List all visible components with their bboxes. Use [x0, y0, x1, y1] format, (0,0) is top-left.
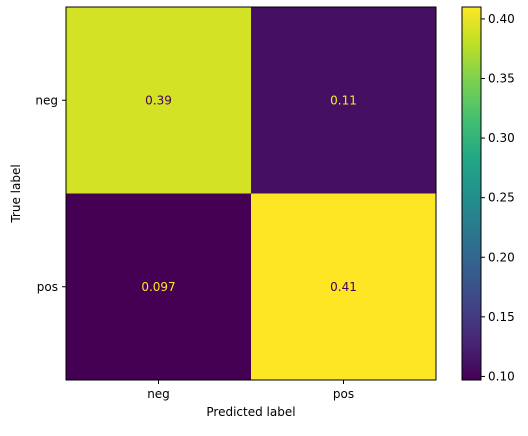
colorbar-tick-label: 0.10 — [488, 369, 515, 383]
colorbar-frame — [461, 6, 482, 381]
heatmap-cells: 0.39 0.11 0.097 0.41 — [66, 7, 436, 380]
cell-value-label: 0.39 — [145, 93, 172, 107]
colorbar-tick-label: 0.35 — [488, 72, 515, 86]
cell-value-label: 0.11 — [330, 93, 357, 107]
x-axis-label: Predicted label — [206, 405, 295, 419]
heatmap-cell-neg-neg — [66, 7, 251, 194]
colorbar-tick-label: 0.20 — [488, 250, 515, 264]
colorbar-tick-label: 0.30 — [488, 131, 515, 145]
heatmap-cell-pos-neg — [66, 193, 251, 380]
colorbar-tick-label: 0.40 — [488, 12, 515, 26]
y-tick-label: neg — [35, 93, 58, 107]
heatmap-cell-neg-pos — [251, 7, 436, 194]
plot-frame — [65, 6, 437, 381]
colorbar-tick-label: 0.15 — [488, 310, 515, 324]
x-axis: neg pos — [147, 380, 354, 401]
y-tick-label: pos — [37, 280, 58, 294]
x-tick-label: pos — [333, 387, 354, 401]
x-tick-label: neg — [147, 387, 170, 401]
y-axis-label: True label — [9, 164, 23, 223]
cell-value-label: 0.097 — [141, 280, 175, 294]
colorbar: 0.10 0.15 0.20 0.25 0.30 0.35 0.40 — [461, 6, 515, 383]
heatmap-cell-pos-pos — [251, 193, 436, 380]
colorbar-tick-label: 0.25 — [488, 191, 515, 205]
cell-value-label: 0.41 — [330, 280, 357, 294]
colorbar-gradient — [462, 7, 481, 380]
y-axis: neg pos — [35, 93, 66, 294]
